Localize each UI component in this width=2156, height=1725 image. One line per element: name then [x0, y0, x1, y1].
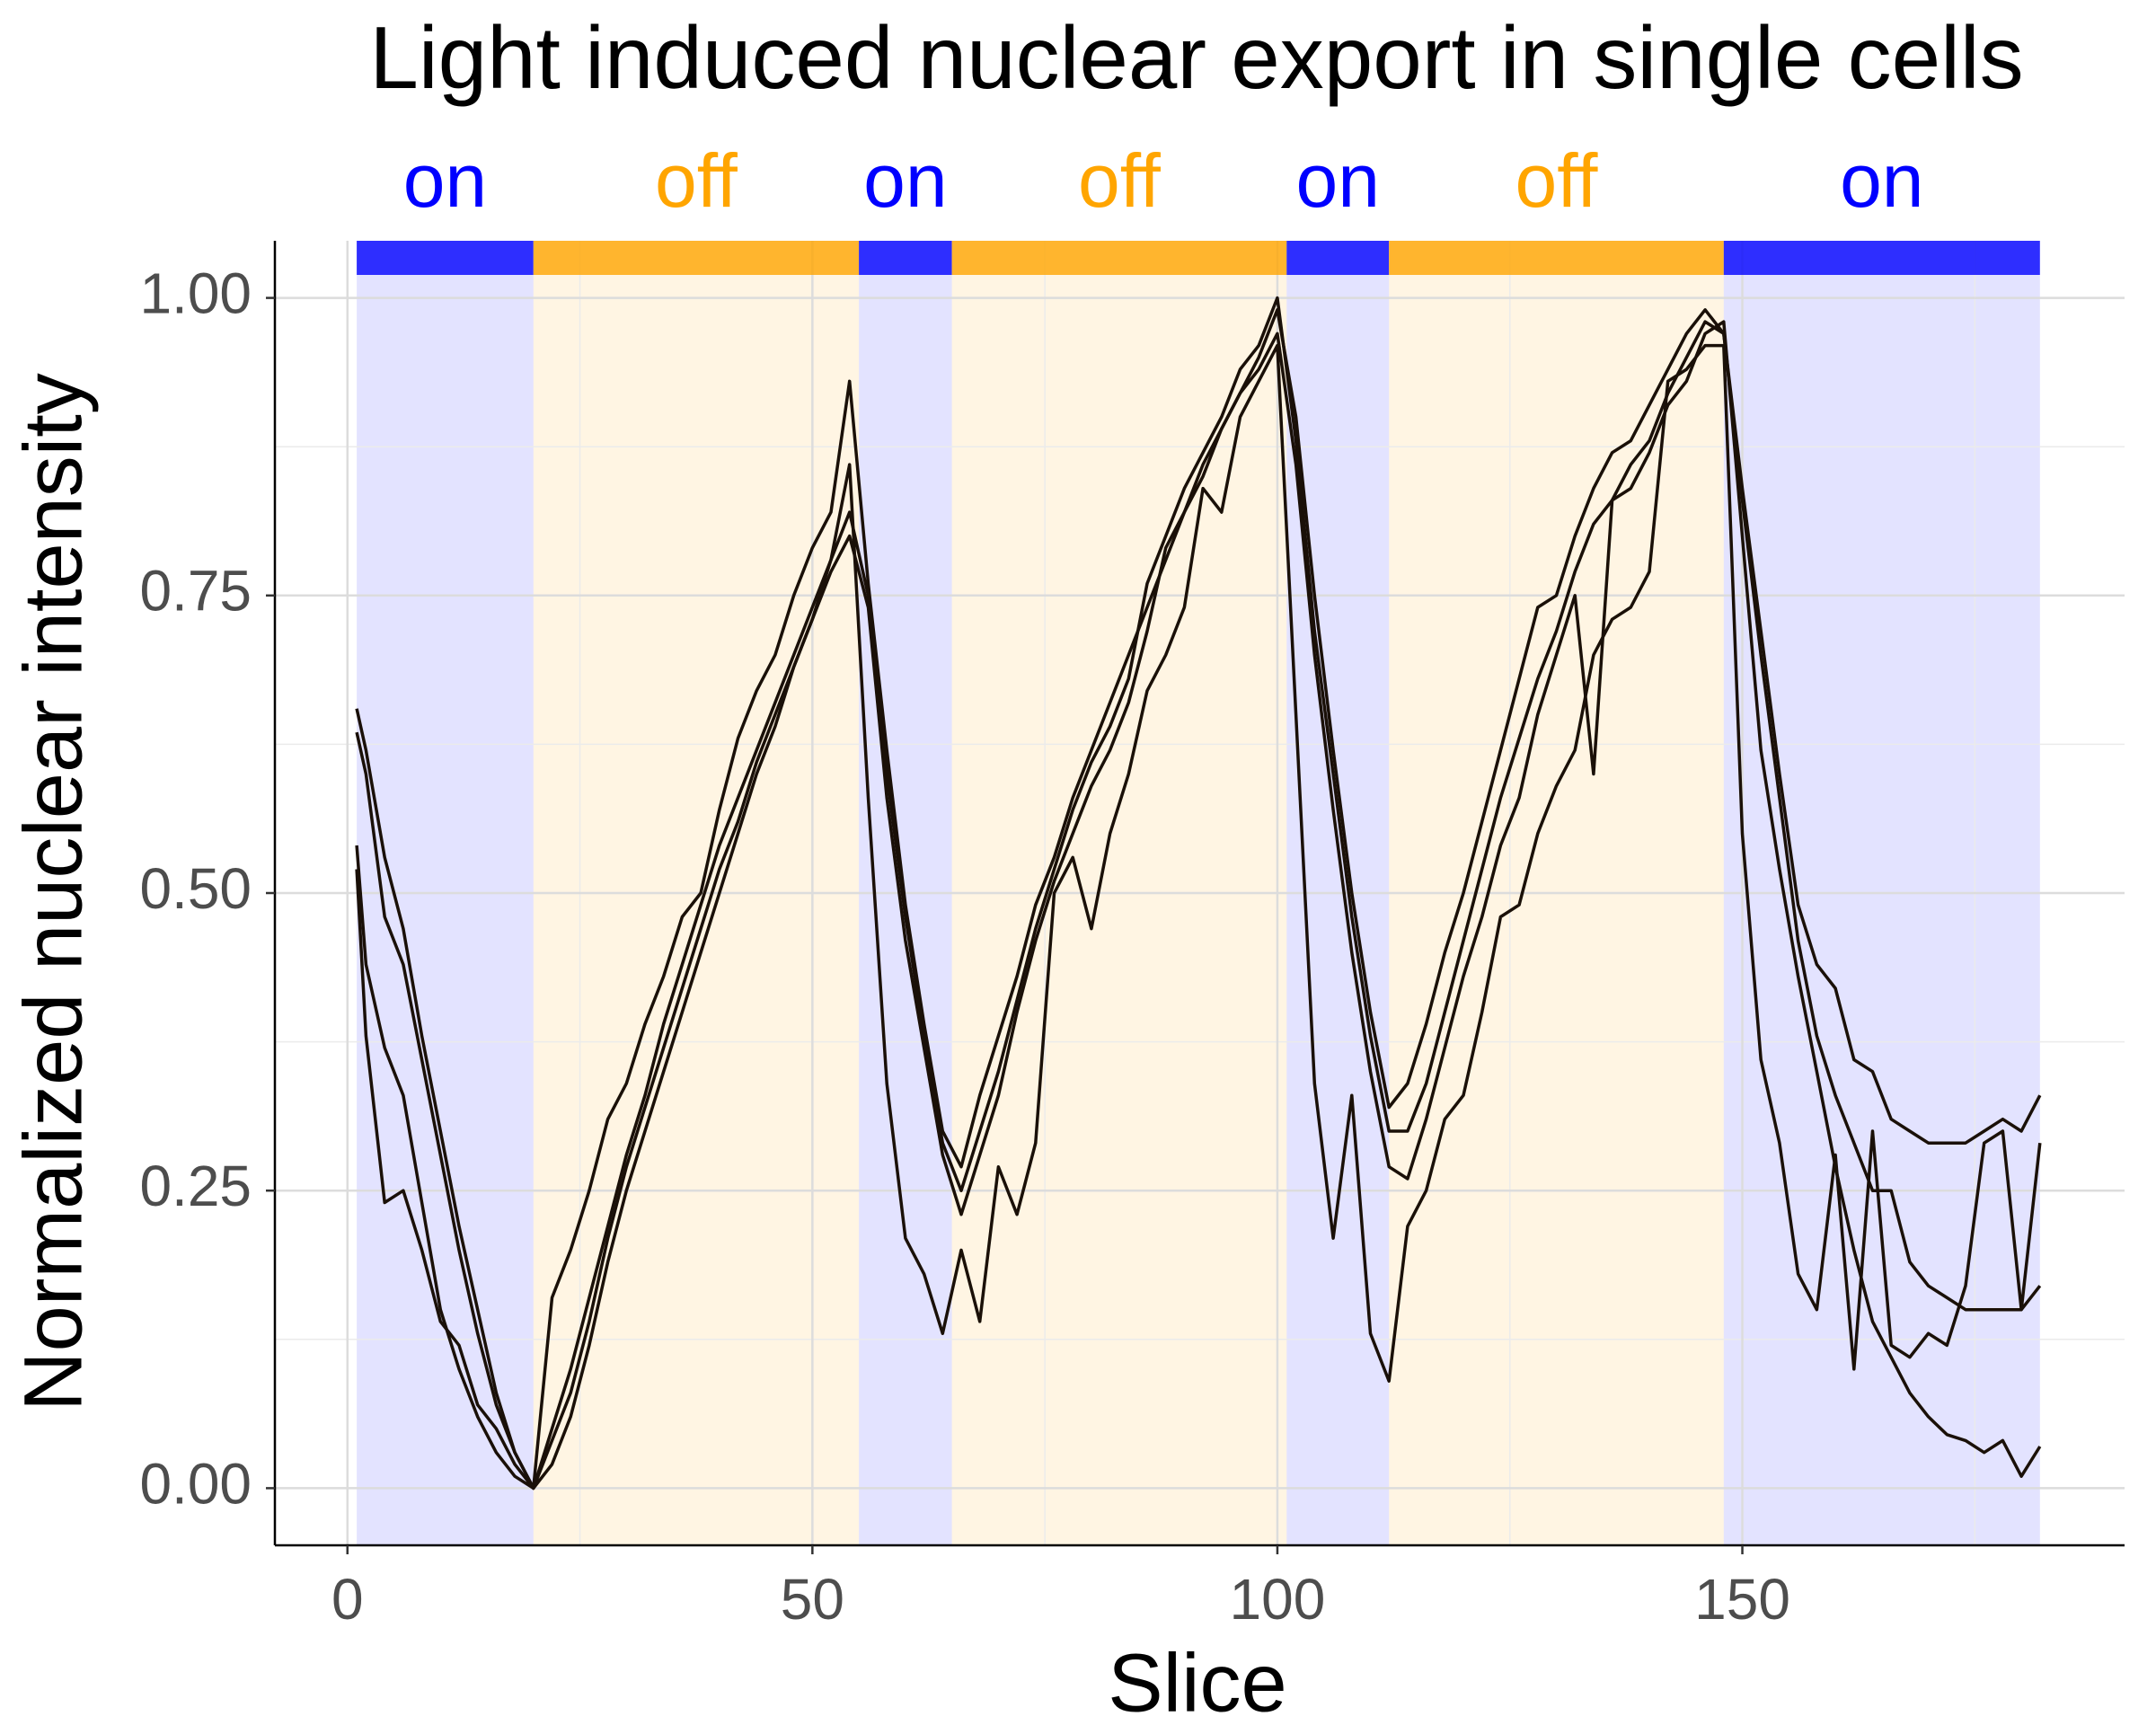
chart-title: Light induced nuclear export in single c… [369, 8, 2023, 107]
y-tick-label: 0.75 [139, 559, 252, 624]
series-line [355, 343, 2042, 1491]
series-line [355, 296, 2042, 1491]
x-axis-title: Slice [1108, 1637, 1286, 1725]
y-tick-label: 0.00 [139, 1451, 252, 1516]
phase-label: on [1296, 138, 1380, 223]
x-tick-label: 150 [1694, 1567, 1790, 1632]
phase-bar [1389, 241, 1724, 275]
x-tick-label: 50 [781, 1567, 844, 1632]
phase-bar [1723, 241, 2040, 275]
phase-bar [1286, 241, 1390, 275]
y-tick-label: 1.00 [139, 261, 252, 325]
y-tick-label: 0.25 [139, 1154, 252, 1218]
phase-label: on [403, 138, 487, 223]
x-tick-label: 0 [331, 1567, 364, 1632]
series-line [355, 320, 2042, 1491]
phase-label: off [1515, 138, 1599, 223]
phase-bar [951, 241, 1287, 275]
phase-bar [357, 241, 534, 275]
phase-bar [533, 241, 860, 275]
phase-label: off [1078, 138, 1162, 223]
y-axis-title: Normalized nuclear intensity [7, 373, 99, 1411]
phase-label: on [863, 138, 947, 223]
phase-label: off [655, 138, 738, 223]
x-tick-label: 100 [1230, 1567, 1326, 1632]
phase-bar [859, 241, 952, 275]
y-tick-label: 0.50 [139, 856, 252, 921]
phase-label: on [1840, 138, 1923, 223]
series-line [355, 308, 2042, 1491]
